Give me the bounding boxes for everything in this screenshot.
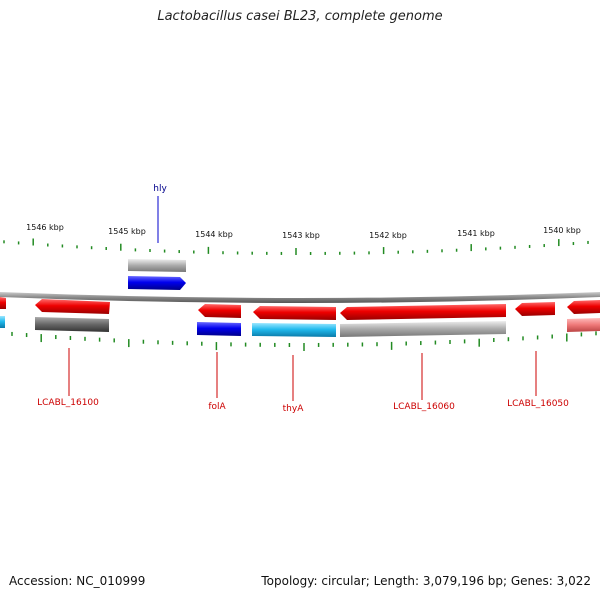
gene-label-hly: hly	[153, 184, 167, 194]
gene-label-folA: folA	[208, 402, 226, 412]
reverse-rna-LCABL_16060	[340, 321, 506, 337]
outer-tick-marks	[3, 238, 589, 255]
reverse-cds-folA	[198, 304, 241, 318]
tick-label: 1540 kbp	[543, 226, 581, 235]
genome-backbone	[0, 292, 600, 303]
reverse-rna-LCABL_16100	[35, 317, 109, 332]
tick-label: 1545 kbp	[108, 227, 146, 236]
reverse-feature-right-edge	[567, 318, 600, 332]
tick-label: 1546 kbp	[26, 223, 64, 232]
reverse-cds-LCABL_16100	[35, 299, 110, 314]
tick-labels: 1546 kbp 1545 kbp 1544 kbp 1543 kbp 1542 kbp…	[26, 223, 581, 240]
gene-label-LCABL_16060: LCABL_16060	[393, 402, 455, 412]
tick-label: 1543 kbp	[282, 231, 320, 240]
forward-rna-feature	[128, 259, 186, 272]
reverse-cds-thyA	[253, 306, 336, 320]
reverse-rna-edge-left	[0, 316, 5, 328]
gene-label-LCABL_16050: LCABL_16050	[507, 399, 569, 409]
reverse-cds-thyA-blue	[252, 323, 336, 337]
gene-label-LCABL_16100: LCABL_16100	[37, 398, 99, 408]
inner-tick-marks	[11, 331, 597, 351]
reverse-cds-right-edge	[567, 300, 600, 314]
gene-label-thyA: thyA	[283, 404, 305, 414]
forward-cds-hly	[128, 276, 186, 290]
accession-text: Accession: NC_010999	[9, 574, 146, 588]
reverse-cds-LCABL_16050	[515, 302, 555, 316]
genome-summary-text: Topology: circular; Length: 3,079,196 bp…	[261, 574, 591, 588]
tick-label: 1544 kbp	[195, 230, 233, 239]
reverse-cds-LCABL_16060	[340, 304, 506, 320]
gene-label-lines	[68, 196, 537, 401]
reverse-cds-left-edge	[0, 297, 6, 309]
tick-label: 1542 kbp	[369, 231, 407, 240]
map-title: Lactobacillus casei BL23, complete genom…	[157, 9, 443, 24]
reverse-cds-folA-blue	[197, 322, 241, 336]
tick-label: 1541 kbp	[457, 229, 495, 238]
